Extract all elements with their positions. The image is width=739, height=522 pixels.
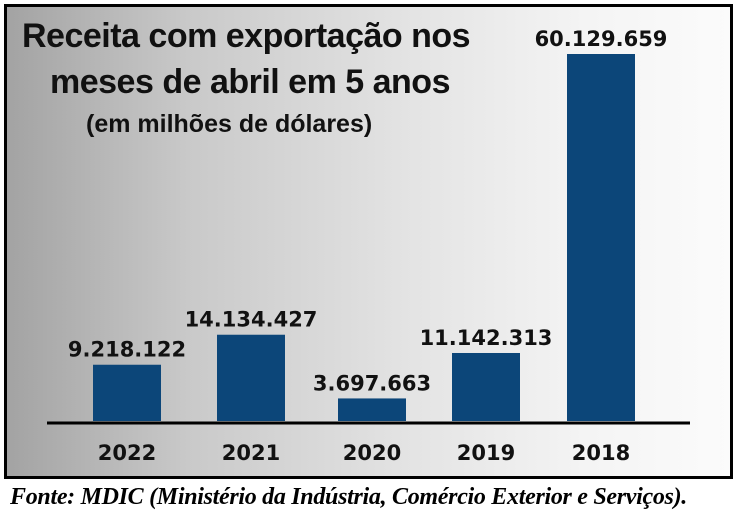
- data-label-2019: 11.142.313: [420, 326, 553, 350]
- x-tick-label-2021: 2021: [222, 441, 280, 465]
- chart-subtitle: (em milhões de dólares): [86, 110, 373, 138]
- bar-2022: [93, 364, 161, 421]
- data-label-2020: 3.697.663: [313, 371, 431, 395]
- bar-chart: 9.218.122 2022 14.134.427 2021 3.697.663 2020…: [47, 27, 690, 465]
- bar-2021: [217, 334, 285, 421]
- bar-2018: [567, 54, 635, 421]
- bar-2020: [338, 398, 406, 421]
- chart-title-line-1: Receita com exportação nos: [22, 17, 471, 55]
- data-label-2021: 14.134.427: [185, 308, 318, 332]
- chart-title-line-2: meses de abril em 5 anos: [50, 63, 450, 101]
- x-tick-label-2019: 2019: [457, 441, 515, 465]
- source-note: Fonte: MDIC (Ministério da Indústria, Co…: [10, 484, 687, 510]
- bar-2019: [452, 352, 520, 421]
- x-tick-label-2018: 2018: [572, 441, 630, 465]
- data-label-2022: 9.218.122: [68, 338, 186, 362]
- x-tick-label-2022: 2022: [98, 441, 156, 465]
- bars-layer: 9.218.122 2022 14.134.427 2021 3.697.663 2020…: [68, 27, 668, 465]
- data-label-2018: 60.129.659: [535, 27, 668, 51]
- x-tick-label-2020: 2020: [343, 441, 401, 465]
